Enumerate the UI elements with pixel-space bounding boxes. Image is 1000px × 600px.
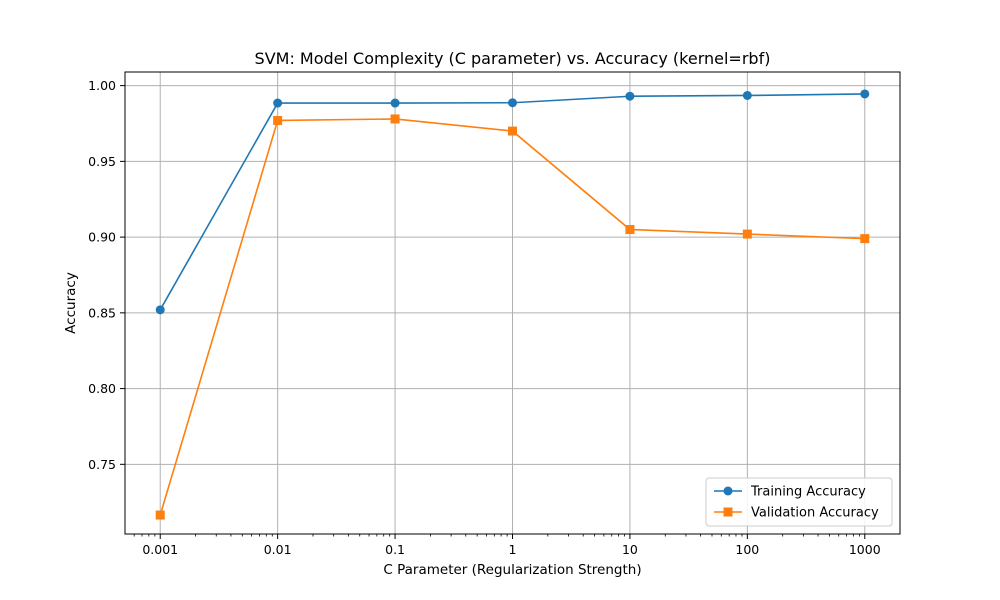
y-tick-label: 1.00 [88,78,116,93]
legend-box [705,477,893,527]
x-tick-label: 0.01 [264,542,292,557]
legend-marker [723,507,733,517]
data-point [155,305,165,315]
data-point [860,89,870,99]
x-tick-label: 1 [509,542,517,557]
data-point [742,229,752,239]
data-point [860,234,870,244]
series-layer [155,89,870,520]
y-tick-label: 0.75 [88,457,116,472]
data-point [390,114,400,124]
data-point [625,225,635,235]
y-tick-label: 0.85 [88,305,116,320]
legend: Training Accuracy Validation Accuracy [705,477,893,527]
y-tick-label: 0.80 [88,381,116,396]
data-point [273,98,283,108]
legend-marker [723,486,733,496]
legend-label: Validation Accuracy [751,506,879,521]
data-point [155,510,165,520]
data-point [742,90,752,100]
grid [125,72,900,534]
x-tick-label: 1000 [849,542,881,557]
x-tick-label: 0.1 [385,542,405,557]
data-point [508,98,517,108]
x-tick-label: 10 [622,542,638,557]
y-tick-label: 0.95 [88,154,116,169]
y-tick-label: 0.90 [88,230,116,245]
x-tick-label: 100 [735,542,759,557]
data-point [273,115,283,125]
data-point [508,126,517,136]
x-axis-label: C Parameter (Regularization Strength) [383,562,641,578]
legend-label: Training Accuracy [750,485,866,500]
axes: 0.001 0.01 0.1 1 10 100 1000 0.75 0.80 0.85 0.90 0.… [88,78,881,557]
data-point [390,98,400,108]
x-tick-label: 0.001 [142,542,178,557]
data-point [625,91,635,101]
y-axis-label: Accuracy [63,272,79,334]
chart-title: SVM: Model Complexity (C parameter) vs. … [255,49,771,68]
